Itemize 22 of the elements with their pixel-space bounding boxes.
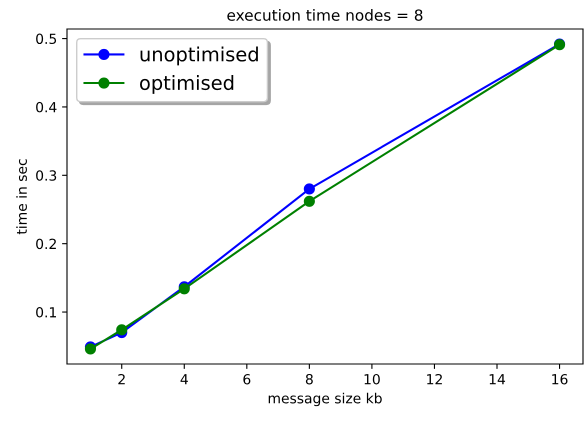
x-tick-label: 12 [427, 374, 442, 384]
point [304, 183, 315, 195]
y-tick-label: 0.5 [36, 34, 56, 44]
y-tick-label: 0.1 [36, 307, 56, 318]
x-tick-label: 6 [243, 374, 250, 384]
chart-title: execution time nodes = 8 [227, 9, 422, 21]
point [304, 196, 315, 207]
y-tick-label: 0.4 [36, 102, 56, 112]
point [84, 343, 96, 355]
point [116, 324, 128, 336]
x-tick-label: 16 [552, 374, 568, 384]
x-tick-label: 14 [490, 374, 506, 384]
y-axis-title: time in sec [16, 159, 27, 234]
y-tick-label: 0.3 [36, 170, 56, 181]
x-tick-label: 8 [306, 374, 313, 384]
x-axis-title: message size kb [268, 392, 382, 406]
legend-label: optimised [140, 75, 234, 94]
x-tick-label: 10 [364, 374, 380, 384]
x-tick-label: 2 [118, 374, 125, 384]
x-tick-label: 4 [180, 374, 188, 384]
y-tick-label: 0.2 [36, 238, 56, 250]
legend-label: unoptimised [140, 46, 258, 66]
